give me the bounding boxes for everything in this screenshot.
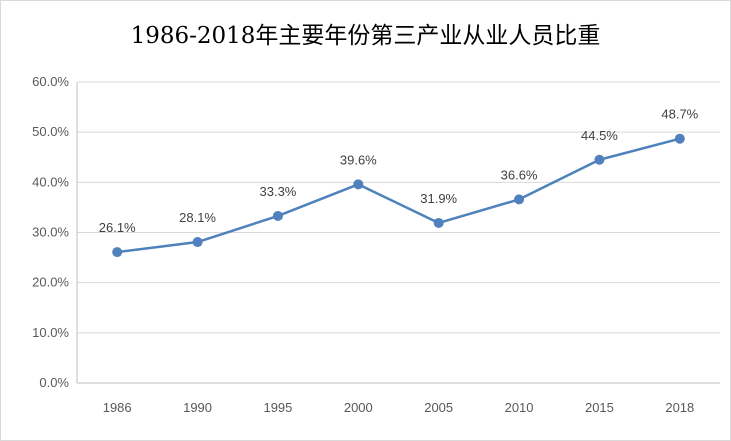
data-label: 36.6%	[501, 167, 538, 182]
data-point	[433, 217, 444, 228]
series-line-path	[117, 137, 681, 254]
x-tick-label: 1995	[263, 400, 292, 415]
data-label: 33.3%	[260, 184, 297, 199]
data-label: 26.1%	[99, 220, 136, 235]
series-line	[117, 137, 681, 254]
y-tick-label: 0.0%	[39, 375, 69, 390]
y-tick-label: 50.0%	[32, 124, 69, 139]
data-point	[353, 179, 364, 190]
chart-title: 1986-2018年主要年份第三产业从业人员比重	[130, 23, 601, 49]
y-tick-label: 10.0%	[32, 325, 69, 340]
x-tick-label: 1986	[103, 400, 132, 415]
data-point	[272, 210, 283, 221]
y-axis-tick-labels: 0.0% 10.0% 20.0% 30.0% 40.0% 50.0% 60.0%	[32, 74, 69, 390]
data-point	[112, 247, 123, 258]
data-point	[594, 154, 605, 165]
data-points	[112, 133, 685, 258]
x-tick-label: 1990	[183, 400, 212, 415]
y-tick-label: 30.0%	[32, 225, 69, 240]
data-label: 44.5%	[581, 128, 618, 143]
x-tick-label: 2015	[585, 400, 614, 415]
data-point	[514, 194, 525, 205]
y-tick-label: 20.0%	[32, 275, 69, 290]
x-tick-label: 2005	[424, 400, 453, 415]
gridlines	[77, 81, 720, 334]
x-axis-tick-labels: 1986 1990 1995 2000 2005 2010 2015 2018	[103, 400, 695, 415]
data-label: 39.6%	[340, 152, 377, 167]
data-point	[674, 133, 685, 144]
data-label: 48.7%	[661, 107, 698, 122]
x-tick-label: 2000	[344, 400, 373, 415]
x-tick-label: 2018	[665, 400, 694, 415]
data-label: 31.9%	[420, 191, 457, 206]
x-tick-label: 2010	[505, 400, 534, 415]
data-point	[192, 237, 203, 248]
data-label: 28.1%	[179, 210, 216, 225]
y-tick-label: 40.0%	[32, 174, 69, 189]
axes	[76, 82, 720, 384]
data-labels: 26.1% 28.1% 33.3% 39.6% 31.9% 36.6% 44.5% 48.7%	[99, 107, 699, 235]
y-tick-label: 60.0%	[32, 74, 69, 89]
